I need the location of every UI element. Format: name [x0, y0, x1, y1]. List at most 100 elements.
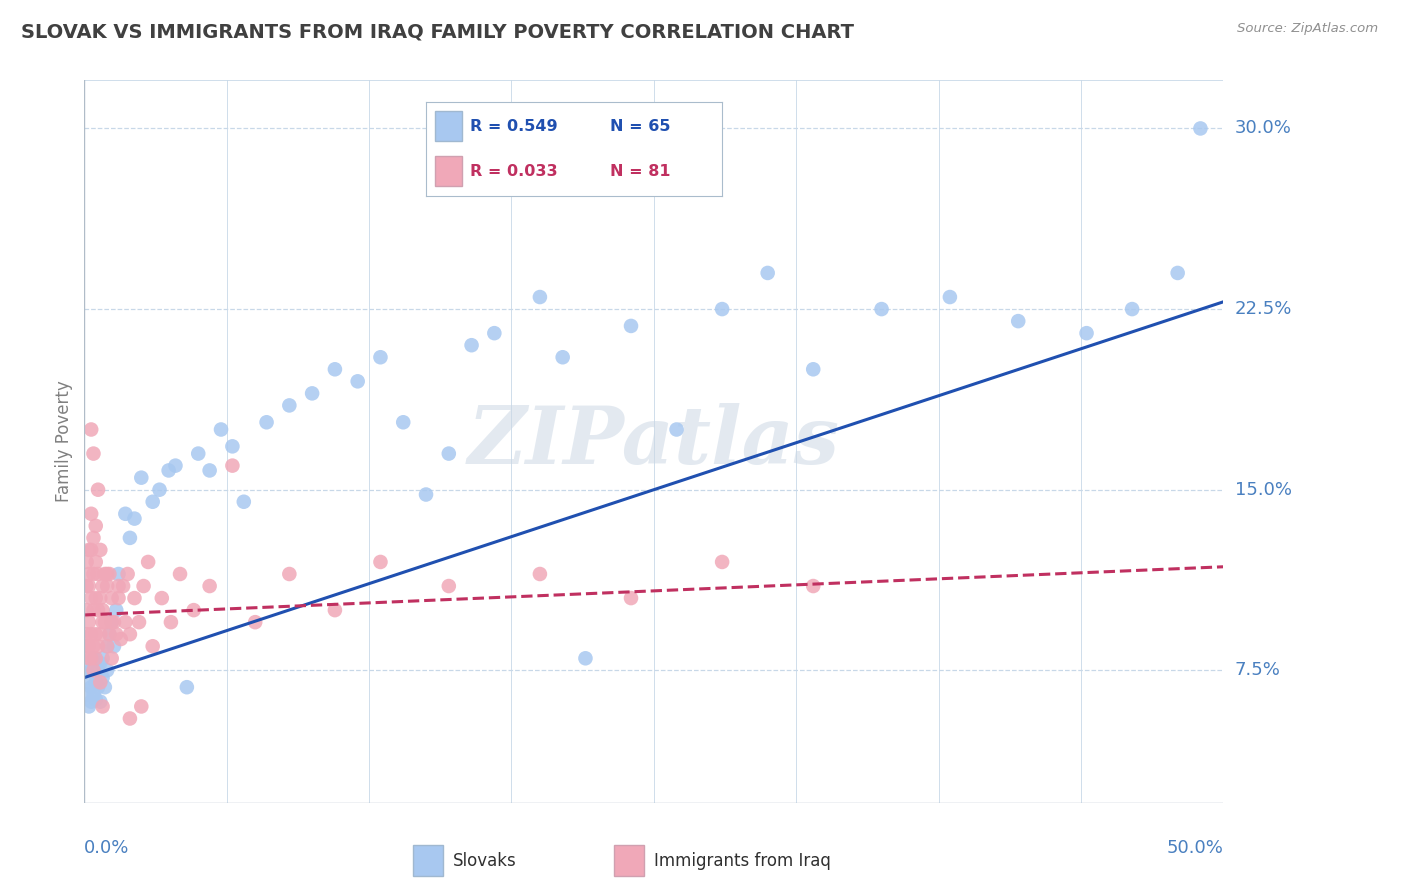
Point: [84, 651, 107, 665]
Point: [801, 362, 824, 376]
Point: [136, 555, 159, 569]
Point: [124, 511, 146, 525]
Point: [80, 627, 103, 641]
Point: [82, 639, 104, 653]
Point: [870, 301, 893, 317]
Point: [128, 615, 150, 630]
Point: [278, 567, 301, 582]
Point: [87, 664, 110, 678]
Point: [131, 470, 153, 484]
Point: [82, 687, 104, 701]
Point: [1007, 314, 1029, 328]
Point: [89, 695, 111, 709]
Point: [77, 542, 100, 557]
Point: [245, 615, 267, 630]
Point: [82, 531, 104, 545]
Point: [96, 639, 118, 653]
Point: [76, 603, 98, 617]
Point: [91, 603, 114, 617]
Point: [105, 627, 128, 641]
Point: [711, 301, 734, 317]
Point: [77, 579, 100, 593]
Point: [87, 680, 110, 694]
Point: [76, 579, 98, 593]
Point: [105, 603, 128, 617]
Point: [529, 290, 551, 304]
Point: [107, 591, 129, 605]
Point: [256, 415, 278, 429]
Point: [87, 483, 110, 497]
Point: [76, 555, 98, 569]
Point: [84, 675, 107, 690]
Point: [711, 555, 734, 569]
Point: [157, 463, 180, 477]
Point: [323, 362, 346, 376]
Point: [96, 664, 118, 678]
Y-axis label: Family Poverty: Family Poverty: [55, 381, 73, 502]
Point: [82, 603, 104, 617]
Point: [392, 415, 415, 429]
Point: [415, 487, 437, 501]
Point: [278, 398, 301, 412]
Point: [98, 627, 121, 641]
Point: [801, 579, 824, 593]
Point: [142, 494, 165, 508]
Point: [82, 664, 104, 678]
Point: [437, 579, 460, 593]
Point: [80, 695, 103, 709]
Point: [84, 591, 107, 605]
Point: [91, 651, 114, 665]
Point: [1189, 121, 1212, 136]
Point: [91, 615, 114, 630]
Point: [209, 422, 232, 436]
Point: [132, 579, 155, 593]
Text: 50.0%: 50.0%: [1167, 838, 1223, 857]
Point: [77, 639, 100, 653]
Point: [756, 266, 779, 280]
Point: [169, 567, 191, 582]
Point: [551, 350, 574, 364]
Point: [198, 579, 221, 593]
Point: [118, 712, 141, 726]
Point: [187, 446, 209, 460]
Point: [1167, 266, 1189, 280]
Point: [620, 318, 643, 333]
Point: [574, 651, 596, 665]
Point: [80, 507, 103, 521]
Point: [148, 483, 170, 497]
Point: [87, 567, 110, 582]
Point: [77, 651, 100, 665]
Point: [183, 603, 205, 617]
Point: [114, 615, 136, 630]
Point: [484, 326, 506, 340]
Point: [89, 656, 111, 670]
Point: [118, 531, 141, 545]
Point: [89, 591, 111, 605]
Point: [124, 591, 146, 605]
Point: [114, 507, 136, 521]
Point: [89, 542, 111, 557]
Point: [221, 439, 243, 453]
Point: [232, 494, 254, 508]
Point: [89, 675, 111, 690]
Point: [82, 651, 104, 665]
Text: 22.5%: 22.5%: [1234, 300, 1292, 318]
Point: [77, 615, 100, 630]
Point: [100, 651, 122, 665]
Point: [84, 627, 107, 641]
Point: [107, 579, 129, 593]
Point: [80, 542, 103, 557]
Point: [87, 603, 110, 617]
Point: [131, 699, 153, 714]
Point: [94, 615, 117, 630]
Point: [370, 555, 392, 569]
Point: [939, 290, 962, 304]
Point: [529, 567, 551, 582]
Text: SLOVAK VS IMMIGRANTS FROM IRAQ FAMILY POVERTY CORRELATION CHART: SLOVAK VS IMMIGRANTS FROM IRAQ FAMILY PO…: [21, 22, 853, 41]
Point: [98, 567, 121, 582]
Point: [198, 463, 221, 477]
Point: [323, 603, 346, 617]
Point: [301, 386, 323, 401]
Point: [118, 627, 141, 641]
Point: [150, 591, 173, 605]
